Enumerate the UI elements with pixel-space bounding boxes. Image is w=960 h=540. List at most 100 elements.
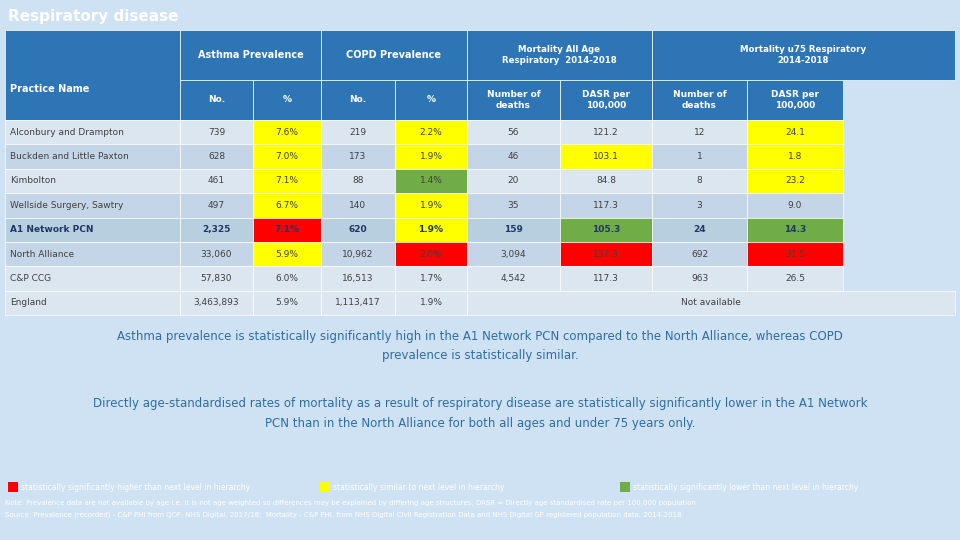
Text: 14.3: 14.3 [784, 225, 806, 234]
Bar [321, 144, 395, 168]
Text: 1.9%: 1.9% [419, 225, 444, 234]
Text: 103.1: 103.1 [593, 152, 619, 161]
Text: 1.9%: 1.9% [420, 201, 443, 210]
Text: 9.0: 9.0 [788, 201, 803, 210]
Text: No.: No. [349, 96, 367, 105]
Bar [560, 266, 652, 291]
Text: Number of
deaths: Number of deaths [673, 90, 727, 110]
Bar [321, 218, 395, 242]
Bar [321, 193, 395, 218]
Bar [395, 193, 467, 218]
Bar [321, 291, 395, 315]
Bar [180, 168, 253, 193]
Bar [560, 193, 652, 218]
Text: Mortality All Age
Respiratory  2014-2018: Mortality All Age Respiratory 2014-2018 [502, 45, 617, 65]
Bar [253, 291, 321, 315]
Text: 10,962: 10,962 [343, 249, 373, 259]
Bar [652, 266, 747, 291]
Text: Source: Prevalence (recorded) - C&P PHI from QOF, NHS Digital, 2017/18;  Mortali: Source: Prevalence (recorded) - C&P PHI … [5, 512, 682, 518]
Text: 1.4%: 1.4% [420, 177, 443, 185]
Text: 497: 497 [208, 201, 225, 210]
Bar [467, 80, 560, 120]
Bar [253, 168, 321, 193]
Bar [395, 144, 467, 168]
Bar [5, 242, 180, 266]
Text: Respiratory disease: Respiratory disease [8, 9, 179, 24]
Bar [321, 30, 467, 80]
Bar [180, 80, 253, 120]
Bar [253, 80, 321, 120]
Text: 20: 20 [508, 177, 519, 185]
Text: 121.2: 121.2 [593, 127, 619, 137]
Text: 57,830: 57,830 [201, 274, 232, 283]
Bar [560, 120, 652, 144]
Text: Practice Name: Practice Name [10, 84, 89, 93]
Text: 105.3: 105.3 [592, 225, 620, 234]
Bar [180, 291, 253, 315]
Bar [467, 168, 560, 193]
Bar [560, 242, 652, 266]
Text: Buckden and Little Paxton: Buckden and Little Paxton [10, 152, 129, 161]
Bar [320, 482, 330, 492]
Text: Number of
deaths: Number of deaths [487, 90, 540, 110]
Text: No.: No. [208, 96, 225, 105]
Text: 5.9%: 5.9% [276, 298, 299, 307]
Bar [560, 168, 652, 193]
Bar [560, 80, 652, 120]
Bar [747, 218, 843, 242]
Text: 137.3: 137.3 [593, 249, 619, 259]
Bar [180, 144, 253, 168]
Bar [652, 144, 747, 168]
Text: COPD Prevalence: COPD Prevalence [347, 50, 442, 60]
Bar [5, 30, 180, 120]
Text: 739: 739 [208, 127, 226, 137]
Bar [321, 266, 395, 291]
Bar [467, 242, 560, 266]
Bar [560, 144, 652, 168]
Text: 33,060: 33,060 [201, 249, 232, 259]
Text: Alconbury and Drampton: Alconbury and Drampton [10, 127, 124, 137]
Text: Directly age-standardised rates of mortality as a result of respiratory disease : Directly age-standardised rates of morta… [93, 397, 867, 429]
Bar [652, 30, 955, 80]
Bar [467, 30, 652, 80]
Bar [5, 193, 180, 218]
Text: 16,513: 16,513 [343, 274, 373, 283]
Text: Mortality u75 Respiratory
2014-2018: Mortality u75 Respiratory 2014-2018 [740, 45, 867, 65]
Text: 1.7%: 1.7% [420, 274, 443, 283]
Bar [652, 120, 747, 144]
Text: 1.9%: 1.9% [420, 152, 443, 161]
Text: 7.1%: 7.1% [276, 177, 299, 185]
Bar [395, 218, 467, 242]
Text: statistically significantly lower than next level in hierarchy: statistically significantly lower than n… [633, 483, 858, 491]
Text: 3,463,893: 3,463,893 [194, 298, 239, 307]
Text: 2,325: 2,325 [203, 225, 230, 234]
Bar [180, 120, 253, 144]
Bar [652, 168, 747, 193]
Bar [652, 193, 747, 218]
Text: 31.5: 31.5 [785, 249, 805, 259]
Bar [467, 291, 955, 315]
Bar [467, 120, 560, 144]
Bar [620, 482, 630, 492]
Text: 6.0%: 6.0% [276, 274, 299, 283]
Text: 461: 461 [208, 177, 225, 185]
Text: 7.1%: 7.1% [275, 225, 300, 234]
Text: Kimbolton: Kimbolton [10, 177, 56, 185]
Bar [467, 144, 560, 168]
Bar [321, 120, 395, 144]
Text: 3,094: 3,094 [501, 249, 526, 259]
Text: 1.9%: 1.9% [420, 298, 443, 307]
Bar [253, 193, 321, 218]
Text: 117.3: 117.3 [593, 201, 619, 210]
Text: 1: 1 [697, 152, 703, 161]
Text: 2.2%: 2.2% [420, 127, 443, 137]
Text: North Alliance: North Alliance [10, 249, 74, 259]
Text: 7.0%: 7.0% [276, 152, 299, 161]
Text: 620: 620 [348, 225, 368, 234]
Text: 7.6%: 7.6% [276, 127, 299, 137]
Bar [747, 144, 843, 168]
Bar [253, 242, 321, 266]
Bar [467, 266, 560, 291]
Text: %: % [426, 96, 436, 105]
Bar [5, 168, 180, 193]
